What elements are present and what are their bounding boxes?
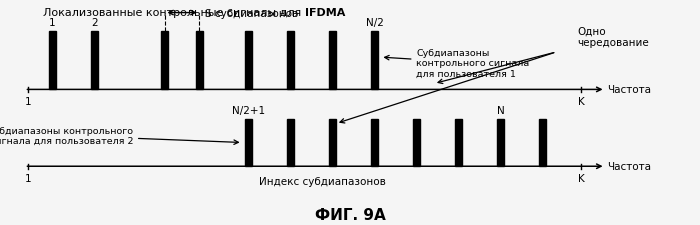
Bar xyxy=(91,32,98,90)
Bar xyxy=(287,119,294,166)
Text: Индекс субдиапазонов: Индекс субдиапазонов xyxy=(258,177,386,187)
Text: 1: 1 xyxy=(25,96,32,106)
Bar xyxy=(245,119,252,166)
Text: Субдиапазоны контрольного
сигнала для пользователя 2: Субдиапазоны контрольного сигнала для по… xyxy=(0,126,239,145)
Text: IFDMA: IFDMA xyxy=(304,8,345,18)
Text: Локализованные контрольные сигналы для: Локализованные контрольные сигналы для xyxy=(43,8,304,18)
Bar xyxy=(455,119,463,166)
Text: Частота: Частота xyxy=(608,162,652,171)
Bar xyxy=(371,32,378,90)
Text: S субдиапазонов: S субдиапазонов xyxy=(205,9,298,18)
Text: ФИГ. 9А: ФИГ. 9А xyxy=(314,207,386,222)
Bar xyxy=(329,32,336,90)
Text: Одно
чередование: Одно чередование xyxy=(578,27,650,48)
Text: N/2+1: N/2+1 xyxy=(232,106,265,116)
Bar xyxy=(371,119,378,166)
Bar xyxy=(287,32,294,90)
Text: 1: 1 xyxy=(49,18,56,28)
Text: 1: 1 xyxy=(25,173,32,183)
Text: N/2: N/2 xyxy=(365,18,384,28)
Text: N: N xyxy=(496,106,505,116)
Bar xyxy=(497,119,504,166)
Bar xyxy=(539,119,547,166)
Text: K: K xyxy=(578,173,584,183)
Text: Субдиапазоны
контрольного сигнала
для пользователя 1: Субдиапазоны контрольного сигнала для по… xyxy=(384,49,530,79)
Text: Частота: Частота xyxy=(608,85,652,95)
Text: 2: 2 xyxy=(91,18,98,28)
Bar xyxy=(245,32,252,90)
Text: K: K xyxy=(578,96,584,106)
Bar xyxy=(48,32,56,90)
Bar xyxy=(195,32,203,90)
Bar xyxy=(329,119,336,166)
Bar xyxy=(413,119,420,166)
Bar xyxy=(160,32,168,90)
